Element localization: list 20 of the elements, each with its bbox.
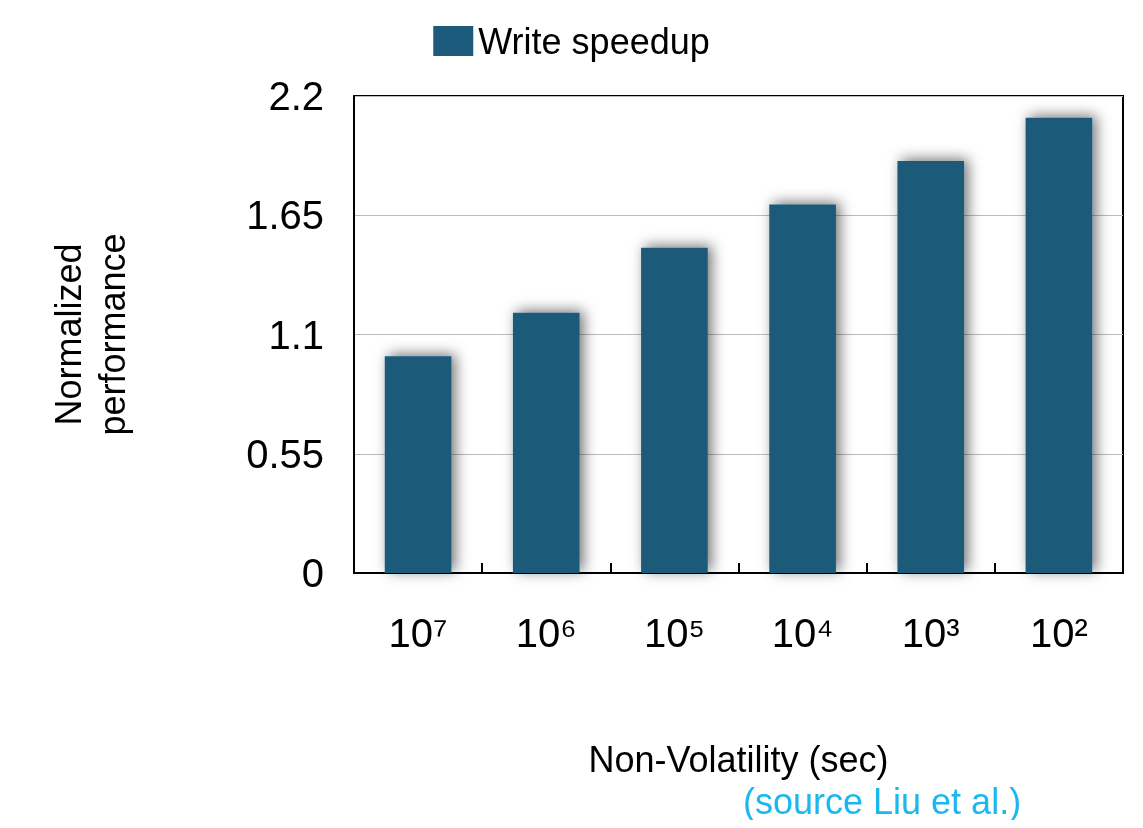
x-axis-title: Non-Volatility (sec) [588,738,889,780]
bar [384,356,452,573]
x-tick-label: 10⁴ [771,611,834,655]
y-tick-label: 0 [301,551,324,595]
bar [897,161,965,573]
x-tick-label: 10⁷ [388,611,448,655]
bar [769,204,836,573]
x-tick-label: 10³ [901,611,960,655]
bar [1025,117,1093,573]
bar [512,312,580,573]
y-tick-label: 2.2 [268,74,324,118]
y-tick-label: 1.1 [268,312,324,357]
bar [641,247,708,573]
x-tick-label: 10² [1030,611,1088,655]
x-tick-label: 10⁵ [643,611,705,655]
legend-label: Write speedup [478,20,710,62]
x-tick-label: 10⁶ [515,611,577,655]
y-tick-label: 1.65 [246,193,324,238]
y-tick-label: 0.55 [246,431,324,476]
y-axis-title: Normalized performance [47,233,133,436]
